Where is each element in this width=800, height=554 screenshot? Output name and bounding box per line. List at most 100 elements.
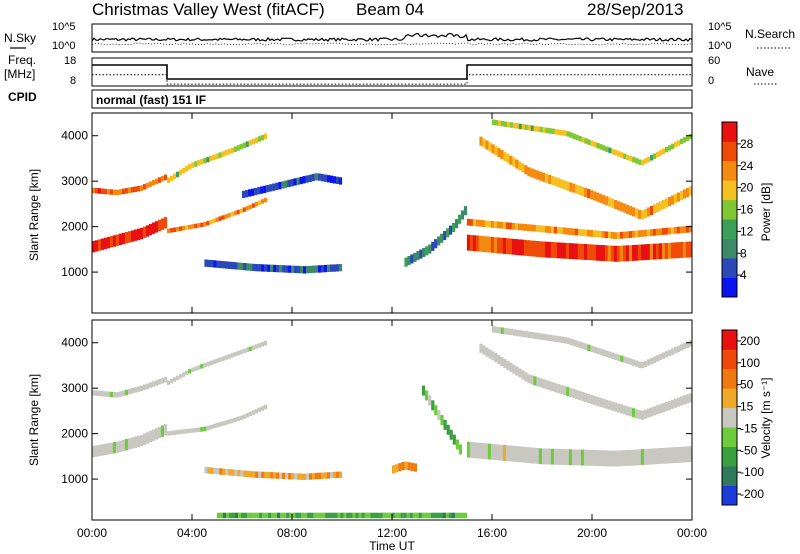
echo-cell-0-10-52 xyxy=(647,156,651,163)
echo-cell-0-8-41 xyxy=(589,230,594,237)
echo-cell-1-2-0 xyxy=(166,431,171,436)
colorbar-tick-label: 200 xyxy=(740,334,760,348)
echo-cell-1-5-6 xyxy=(410,462,414,471)
echo-cell-1-6-7 xyxy=(443,419,447,430)
echo-cell-0-5-16 xyxy=(290,179,294,187)
echo-cell-0-1-22 xyxy=(157,177,162,183)
echo-cell-1-1-22 xyxy=(157,379,162,385)
echo-cell-0-5-5 xyxy=(257,187,261,195)
echo-cell-0-7-47 xyxy=(607,245,612,262)
echo-cell-0-8-38 xyxy=(580,229,585,236)
echo-cell-0-4-22 xyxy=(270,264,274,272)
echo-cell-1-10-41 xyxy=(340,512,344,519)
echo-cell-1-10-3 xyxy=(225,512,230,519)
echo-cell-1-10-26 xyxy=(295,512,299,519)
echo-cell-1-10-20 xyxy=(277,512,281,519)
echo-cell-0-4-40 xyxy=(324,264,328,273)
echo-cell-0-2-23 xyxy=(236,209,240,215)
echo-cell-1-8-47 xyxy=(620,404,624,414)
echo-cell-0-10-55 xyxy=(656,151,660,158)
echo-cell-1-8-8 xyxy=(503,358,507,368)
echo-cell-0-7-10 xyxy=(496,237,501,254)
echo-cell-0-6-18 xyxy=(458,214,462,224)
echo-cell-0-10-9 xyxy=(518,123,522,130)
echo-cell-1-2-30 xyxy=(257,407,261,412)
echo-cell-1-10-74 xyxy=(439,512,443,519)
echo-cell-0-2-10 xyxy=(197,223,201,228)
echo-cell-1-2-29 xyxy=(254,408,258,414)
echo-cell-0-10-14 xyxy=(533,125,537,132)
echo-cell-1-2-31 xyxy=(260,406,265,411)
echo-cell-0-9-25 xyxy=(554,177,558,187)
echo-cell-0-9-67 xyxy=(679,191,684,201)
echo-cell-0-10-13 xyxy=(530,125,534,131)
echo-cell-0-2-8 xyxy=(191,224,195,229)
echo-cell-1-7-12 xyxy=(502,445,507,461)
echo-cell-0-6-13 xyxy=(443,231,447,241)
echo-cell-0-2-14 xyxy=(209,219,213,225)
echo-cell-0-7-62 xyxy=(652,243,657,260)
noise-left-tick-bottom: 10^0 xyxy=(52,40,76,52)
echo-cell-1-7-45 xyxy=(601,450,606,467)
echo-cell-1-9-29 xyxy=(578,341,582,348)
echo-cell-1-9-21 xyxy=(554,335,558,342)
echo-cell-1-3-24 xyxy=(239,349,243,355)
echo-cell-1-10-35 xyxy=(322,512,326,519)
echo-cell-0-7-54 xyxy=(628,245,633,261)
echo-cell-0-6-10 xyxy=(434,239,438,249)
echo-cell-1-6-11 xyxy=(455,439,459,450)
noise-panel-frame xyxy=(91,23,693,53)
echo-cell-0-10-11 xyxy=(524,124,528,131)
echo-cell-1-0-24 xyxy=(163,424,168,436)
echo-cell-1-2-5 xyxy=(182,429,186,434)
velocity-echo-marks xyxy=(91,326,693,519)
echo-cell-1-1-0 xyxy=(91,390,96,396)
echo-cell-1-8-9 xyxy=(506,360,510,370)
echo-cell-0-10-65 xyxy=(685,135,690,141)
echo-cell-1-4-18 xyxy=(258,471,262,478)
echo-cell-0-9-9 xyxy=(506,153,510,163)
echo-cell-0-7-66 xyxy=(664,243,669,259)
echo-cell-1-8-43 xyxy=(608,400,612,410)
echo-cell-1-7-36 xyxy=(574,449,579,466)
echo-cell-1-8-16 xyxy=(527,374,531,384)
echo-cell-0-7-68 xyxy=(670,242,675,259)
echo-cell-1-9-50 xyxy=(641,361,645,369)
echo-cell-1-8-51 xyxy=(632,408,636,418)
echo-cell-1-3-12 xyxy=(203,363,207,368)
echo-cell-1-7-13 xyxy=(505,445,510,462)
station-title: Christmas Valley West (fitACF) xyxy=(92,0,325,19)
echo-cell-1-1-11 xyxy=(124,389,129,396)
echo-cell-0-8-30 xyxy=(556,227,561,234)
echo-cell-0-5-27 xyxy=(323,174,327,182)
echo-cell-0-7-20 xyxy=(526,240,531,257)
echo-cell-1-2-11 xyxy=(200,427,204,432)
colorbar-cell xyxy=(722,277,737,298)
power-panel-frame xyxy=(91,112,693,314)
echo-cell-0-4-4 xyxy=(216,260,220,268)
echo-cell-0-3-24 xyxy=(239,143,243,150)
echo-cell-0-6-5 xyxy=(419,249,423,259)
velocity-colorbar: 200 100 50 15 -15 -50 -100 -200 Velocity [m s⁻¹… xyxy=(721,329,773,506)
echo-cell-1-2-15 xyxy=(212,423,216,429)
echo-cell-0-1-24 xyxy=(163,174,168,181)
echo-cell-0-10-0 xyxy=(491,119,496,126)
echo-cell-1-8-45 xyxy=(614,402,618,412)
echo-cell-0-9-53 xyxy=(638,209,642,219)
echo-cell-1-7-29 xyxy=(553,448,558,465)
echo-cell-0-1-20 xyxy=(151,180,156,186)
echo-cell-1-4-4 xyxy=(216,468,220,475)
echo-cell-1-7-57 xyxy=(637,449,642,466)
echo-cell-1-10-22 xyxy=(283,512,287,519)
echo-cell-0-5-22 xyxy=(308,174,312,182)
echo-cell-0-8-50 xyxy=(616,232,621,239)
echo-cell-0-7-32 xyxy=(562,242,567,259)
echo-cell-1-1-24 xyxy=(163,376,168,383)
echo-cell-1-3-7 xyxy=(188,369,192,374)
echo-cell-0-2-28 xyxy=(251,203,255,208)
echo-cell-0-9-0 xyxy=(479,136,483,146)
echo-cell-0-4-1 xyxy=(207,259,211,268)
echo-cell-0-7-23 xyxy=(535,241,540,257)
echo-cell-0-4-10 xyxy=(234,262,238,270)
